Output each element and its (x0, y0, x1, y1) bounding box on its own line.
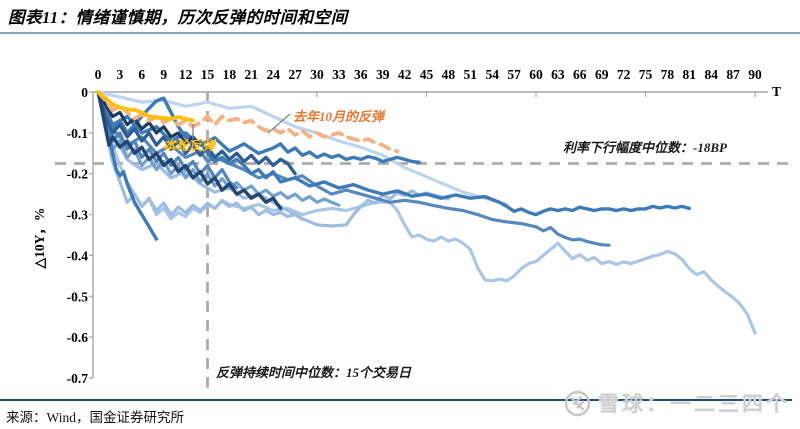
series-current_round_rebound (96, 90, 195, 123)
x-tick-label: 45 (420, 67, 434, 82)
x-tick-label: 36 (354, 67, 368, 82)
x-tick-label: 51 (464, 67, 478, 82)
x-tick-label: 27 (288, 67, 302, 82)
y-tick-label: -0.7 (67, 371, 89, 386)
y-tick-label: 0 (81, 85, 88, 100)
x-tick-label: 87 (726, 67, 740, 82)
x-tick-label: 81 (683, 67, 697, 82)
series-light_high_then_down (96, 90, 509, 206)
watermark-text: 雪球：一二三四个 (598, 393, 790, 416)
x-tick-label: 69 (595, 67, 609, 82)
x-tick-label: 90 (748, 67, 762, 82)
y-tick-label: -0.5 (67, 289, 89, 304)
x-tick-label: 42 (398, 67, 412, 82)
x-tick-label: 21 (245, 67, 259, 82)
y-tick-label: -0.6 (67, 330, 89, 345)
x-tick-label: 12 (179, 67, 193, 82)
xueqiu-logo-icon (564, 390, 591, 416)
x-tick-label: 3 (117, 67, 124, 82)
x-tick-label: 48 (442, 67, 456, 82)
x-tick-label: 60 (529, 67, 543, 82)
footer-rule (0, 399, 792, 401)
x-tick-label: 30 (310, 67, 324, 82)
x-tick-label: 15 (201, 67, 215, 82)
watermark: 雪球：一二三四个 (564, 388, 790, 418)
series-medium_flat_44 (96, 90, 421, 165)
x-tick-label: 39 (376, 67, 390, 82)
y-tick-label: -0.3 (67, 208, 89, 223)
x-tick-label: 33 (332, 67, 346, 82)
title-underline (0, 32, 800, 34)
x-axis-label: T (772, 84, 781, 99)
x-tick-label: 63 (551, 67, 565, 82)
annotation-median-duration: 反弹持续时间中位数：15个交易日 (216, 365, 412, 380)
x-tick-label: 6 (138, 67, 145, 82)
series-navy_short_14 (96, 90, 202, 147)
y-tick-label: -0.4 (67, 248, 89, 263)
x-tick-label: 18 (223, 67, 237, 82)
series-medium_81 (96, 90, 691, 217)
series-medium_19 (96, 90, 239, 190)
source-note: 来源：Wind，国金证券研究所 (6, 410, 184, 425)
x-tick-label: 72 (617, 67, 631, 82)
series-navy_stairs_25 (96, 90, 283, 211)
x-tick-label: 78 (661, 67, 675, 82)
x-tick-label: 24 (266, 67, 280, 82)
series-light_long_90 (96, 90, 757, 335)
annotation-median-rate: 利率下行幅度中位数：-18BP (563, 140, 728, 155)
annotation-current-round: 本轮反弹 (163, 138, 217, 153)
y-axis-label: △10Y，% (32, 208, 47, 270)
annotation-callout-last-october (267, 113, 291, 134)
x-tick-label: 54 (485, 67, 499, 82)
x-tick-label: 84 (704, 67, 718, 82)
y-tick-label: -0.1 (67, 126, 89, 141)
x-tick-label: 75 (639, 67, 653, 82)
y-tick-label: -0.2 (67, 167, 89, 182)
x-tick-label: 0 (95, 67, 102, 82)
series-light_dip_mid (96, 90, 450, 228)
series-dark_hook_27 (96, 90, 297, 176)
annotation-last-october: 去年10月的反弹 (293, 109, 386, 124)
x-tick-label: 66 (573, 67, 587, 82)
x-tick-label: 9 (160, 67, 167, 82)
figure-title: 图表11：情绪谨慎期，历次反弹的时间和空间 (8, 8, 348, 27)
series-last_october_rebound (96, 90, 400, 154)
x-tick-label: 57 (507, 67, 521, 82)
